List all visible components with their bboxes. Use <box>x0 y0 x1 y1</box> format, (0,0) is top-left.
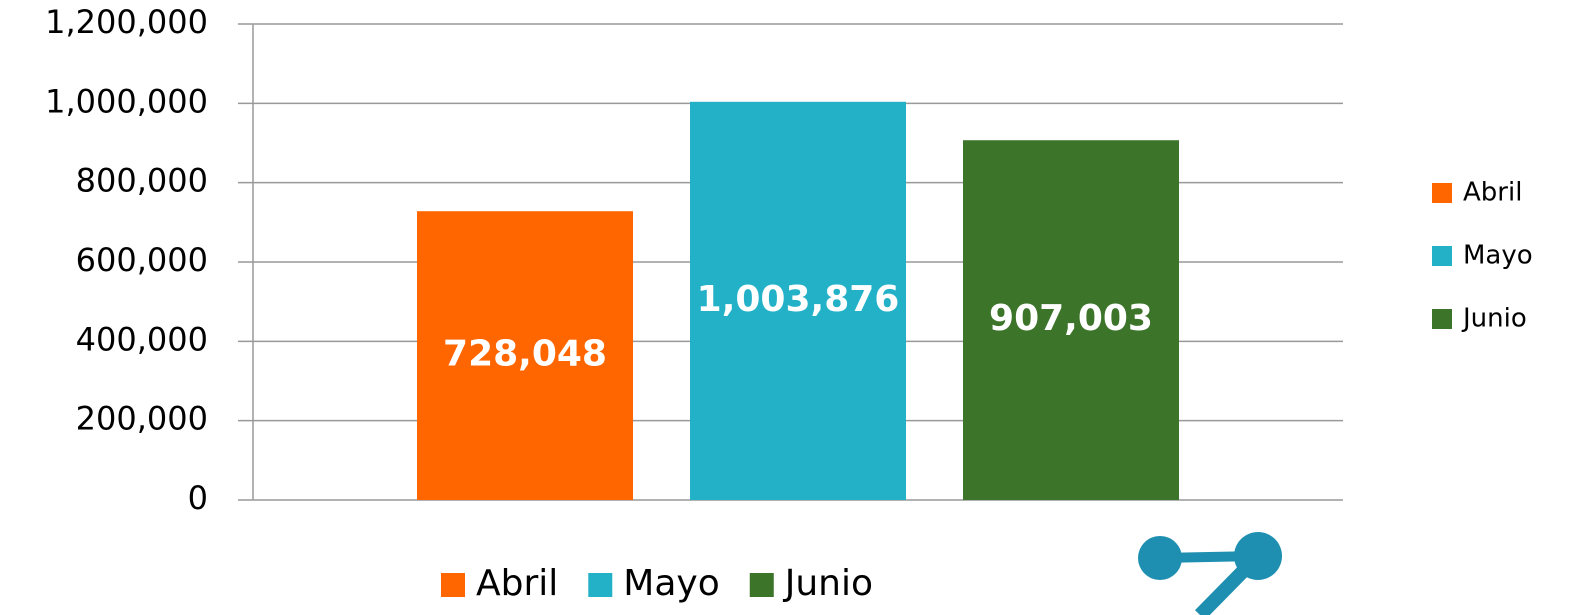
y-tick-label: 800,000 <box>76 162 208 200</box>
data-label: 907,003 <box>989 298 1153 339</box>
legend-label: Abril <box>1463 178 1522 208</box>
logo-dot <box>1138 536 1182 580</box>
data-label: 728,048 <box>443 334 607 375</box>
y-tick-label: 0 <box>188 479 208 517</box>
y-tick-label: 1,200,000 <box>45 3 208 41</box>
legend-swatch <box>588 573 613 597</box>
bar <box>690 101 906 501</box>
logo-dot <box>1234 532 1282 580</box>
y-tick-label: 400,000 <box>76 320 208 358</box>
legend-label: Mayo <box>623 563 719 604</box>
legend-label: Junio <box>1461 304 1527 334</box>
legend-swatch <box>1432 246 1452 266</box>
bar <box>417 211 633 500</box>
legend-label: Mayo <box>1463 241 1533 271</box>
logo <box>1138 532 1282 615</box>
legend-label: Junio <box>783 563 873 604</box>
legend-swatch <box>1432 183 1452 203</box>
data-label: 1,003,876 <box>697 279 900 320</box>
legend-label: Abril <box>476 563 558 604</box>
y-tick-label: 200,000 <box>76 400 208 438</box>
y-tick-label: 600,000 <box>76 241 208 279</box>
bar <box>963 140 1179 500</box>
y-tick-label: 1,000,000 <box>45 82 208 120</box>
legend-swatch <box>749 573 774 597</box>
legend-swatch <box>441 573 465 597</box>
legend-swatch <box>1432 309 1452 329</box>
